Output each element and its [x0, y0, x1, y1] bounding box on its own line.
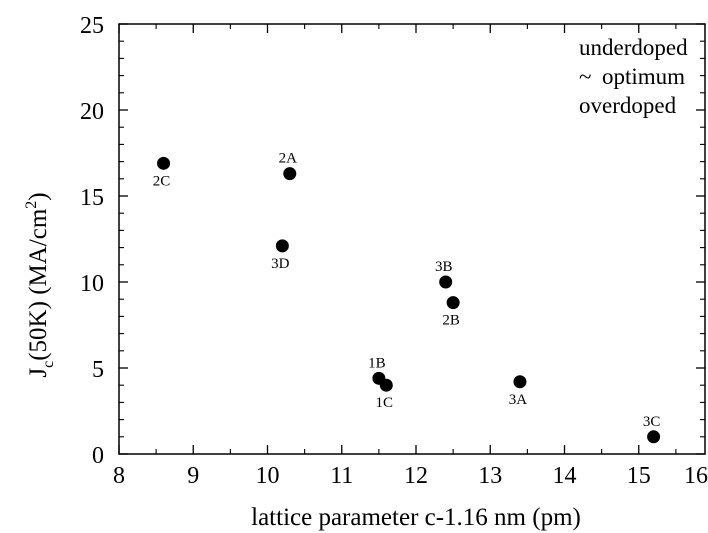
data-point-2C	[157, 156, 171, 170]
x-tick-label: 14	[553, 463, 577, 489]
y-tick-label: 25	[80, 13, 104, 39]
x-tick-label: 9	[187, 463, 199, 489]
svg-text:Jc(50K) (MA/cm2): Jc(50K) (MA/cm2)	[23, 192, 57, 377]
x-axis-label: lattice parameter c-1.16 nm (pm)	[251, 504, 581, 531]
point-label-2A: 2A	[279, 151, 298, 167]
legend-prefix: ~	[579, 64, 591, 89]
legend-entry-overdoped: overdoped	[579, 93, 677, 118]
x-axis-ticks: 8 9 10 11 12 13 14 15 16	[113, 24, 708, 489]
data-point-3D	[275, 239, 289, 253]
legend: underdoped ~ optimum overdoped	[579, 35, 688, 118]
point-label-3B: 3B	[435, 259, 453, 275]
x-tick-label: 8	[113, 463, 125, 489]
plot-frame	[118, 23, 706, 455]
data-point-1C	[379, 378, 393, 392]
y-label-end: )	[25, 192, 52, 200]
point-label-3D: 3D	[271, 256, 290, 272]
x-tick-label: 16	[684, 463, 708, 489]
point-label-1B: 1B	[368, 355, 386, 371]
point-label-2C: 2C	[153, 173, 171, 189]
point-label-3A: 3A	[509, 392, 528, 408]
data-points: 2C 2A 3D 3B 2B 1B 1C 3A 3C	[153, 151, 661, 444]
y-tick-label: 5	[92, 357, 104, 383]
data-point-3C	[647, 430, 661, 444]
y-label-sup: 2	[23, 201, 40, 209]
data-point-3A	[513, 375, 527, 389]
y-tick-label: 15	[80, 185, 104, 211]
axes	[118, 23, 706, 455]
point-label-2B: 2B	[442, 313, 460, 329]
data-point-3B	[439, 275, 453, 289]
y-label-rest: (50K) (MA/cm	[25, 208, 52, 361]
point-label-3C: 3C	[643, 414, 661, 430]
y-tick-label: 0	[92, 443, 104, 469]
x-tick-label: 13	[478, 463, 502, 489]
y-label-sub: c	[40, 361, 57, 368]
point-label-1C: 1C	[376, 395, 394, 411]
legend-entry-optimum: optimum	[602, 64, 685, 89]
x-tick-label: 11	[330, 463, 353, 489]
y-tick-label: 10	[80, 271, 104, 297]
y-axis-label: Jc(50K) (MA/cm2)	[23, 192, 57, 377]
y-label-main: J	[25, 368, 52, 378]
x-tick-label: 12	[404, 463, 428, 489]
y-axis-ticks: 0 5 10 15 20 25	[80, 13, 705, 469]
data-point-2A	[283, 167, 297, 181]
x-tick-label: 15	[627, 463, 651, 489]
data-point-2B	[446, 296, 460, 310]
y-tick-label: 20	[80, 99, 104, 125]
x-tick-label: 10	[256, 463, 280, 489]
legend-entry-underdoped: underdoped	[579, 35, 688, 60]
